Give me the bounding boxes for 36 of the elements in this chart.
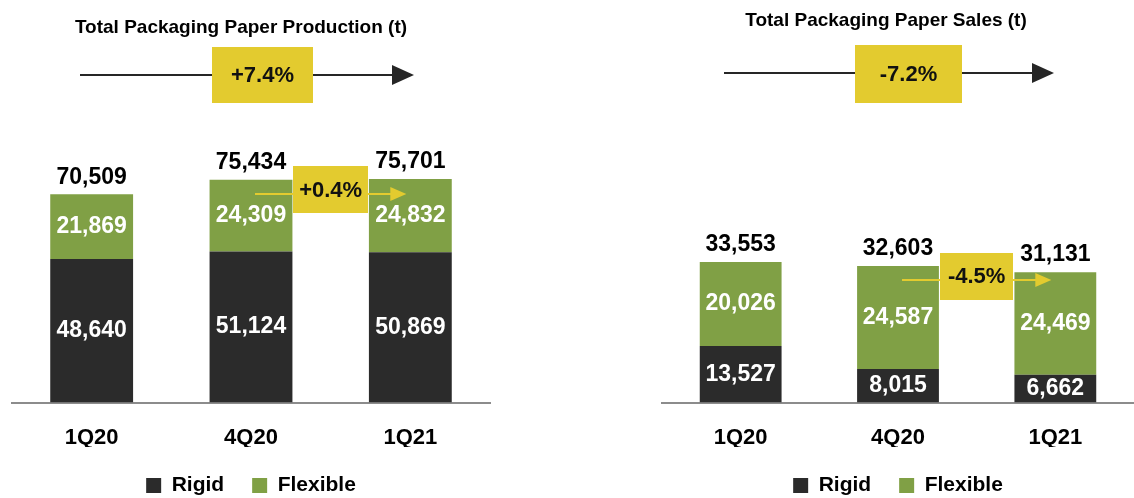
legend-label: Rigid [171,472,225,496]
annotation: -4.5% [947,263,1006,289]
callout-box: +0.4% [293,166,368,213]
data-label: 50,869 [375,312,446,339]
data-label: 21,869 [56,211,127,238]
data-label: 24,832 [375,201,446,228]
total-label: 32,603 [862,234,934,261]
callout-box: -4.5% [939,253,1014,300]
chart-title: Total Packaging Paper Sales (t) [745,9,1027,31]
data-label: 24,469 [1020,308,1091,335]
bar [209,251,293,403]
data-label: 8,015 [869,371,927,398]
bar [368,252,452,403]
data-label: 24,309 [215,201,287,228]
data-label: 48,640 [56,316,127,343]
callout-box: -7.2% [855,45,962,103]
chart-title: Total Packaging Paper Production (t) [74,16,408,38]
bar [1014,272,1097,375]
callout-box: +7.4% [212,47,313,103]
data-label: 13,527 [705,359,776,386]
legend-label: Rigid [818,472,872,496]
annotation: +0.4% [299,176,363,202]
data-label: 51,124 [215,312,287,339]
legend-label: Flexible [277,472,356,496]
total-label: 75,701 [375,147,446,174]
bar [699,262,782,346]
bar [50,258,134,403]
data-label: 6,662 [1026,373,1085,400]
total-label: 70,509 [56,162,127,189]
bar [857,265,939,370]
total-label: 33,553 [705,230,776,257]
total-label: 75,434 [215,148,287,175]
legend-label: Flexible [924,472,1003,496]
data-label: 20,026 [705,289,776,316]
data-label: 24,587 [862,302,934,329]
total-label: 31,131 [1020,240,1091,267]
